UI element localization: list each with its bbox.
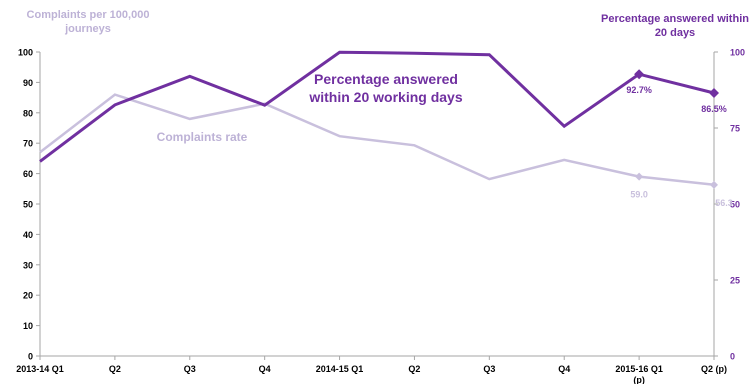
right-tick-label: 75 <box>730 124 740 134</box>
right-axis-title: Percentage answered within 20 days <box>601 13 749 39</box>
x-tick-label: Q2 <box>109 364 121 374</box>
complaints-rate-data-label: 59.0 <box>630 190 648 200</box>
left-tick-label: 10 <box>23 321 33 331</box>
left-tick-label: 100 <box>18 48 33 58</box>
complaints-rate-marker <box>710 180 718 189</box>
x-tick-label: 2013-14 Q1 <box>16 364 64 374</box>
series-label-complaints-rate: Complaints rate <box>156 130 248 144</box>
x-tick-label: Q3 <box>483 364 495 374</box>
x-tick-label: Q4 <box>558 364 570 374</box>
left-tick-label: 80 <box>23 108 33 118</box>
right-tick-label: 25 <box>730 276 740 286</box>
left-tick-label: 20 <box>23 291 33 301</box>
percentage-answered-marker <box>709 88 719 99</box>
percentage-answered-data-label: 92.7% <box>626 85 652 95</box>
x-tick-label: Q2 <box>408 364 420 374</box>
right-tick-label: 0 <box>730 352 735 362</box>
left-axis-title: Complaints per 100,000 journeys <box>26 9 150 35</box>
complaints-rate-marker <box>635 172 644 181</box>
complaints-rate-line <box>39 93 715 187</box>
left-tick-label: 70 <box>23 139 33 149</box>
left-tick-label: 40 <box>23 230 33 240</box>
left-tick-label: 50 <box>23 200 33 210</box>
percentage-answered-marker <box>634 69 645 80</box>
right-tick-label: 100 <box>730 48 745 58</box>
right-tick-label: 50 <box>730 200 740 210</box>
left-tick-label: 30 <box>23 260 33 270</box>
percentage-answered-data-label: 86.5% <box>701 104 727 114</box>
x-tick-label: Q4 <box>259 364 271 374</box>
left-tick-label: 0 <box>28 352 33 362</box>
x-tick-label: Q2 (p) <box>701 364 727 374</box>
percentage-answered-line <box>39 50 715 163</box>
complaints-rate-data-label: 56.3 <box>715 198 733 208</box>
x-tick-label: 2014-15 Q1 <box>316 364 364 374</box>
left-tick-label: 90 <box>23 78 33 88</box>
x-tick-label: Q3 <box>184 364 196 374</box>
left-tick-label: 60 <box>23 169 33 179</box>
x-tick-label: 2015-16 Q1 (p) <box>615 364 663 384</box>
series-label-percentage-answered: Percentage answered within 20 working da… <box>309 71 463 105</box>
